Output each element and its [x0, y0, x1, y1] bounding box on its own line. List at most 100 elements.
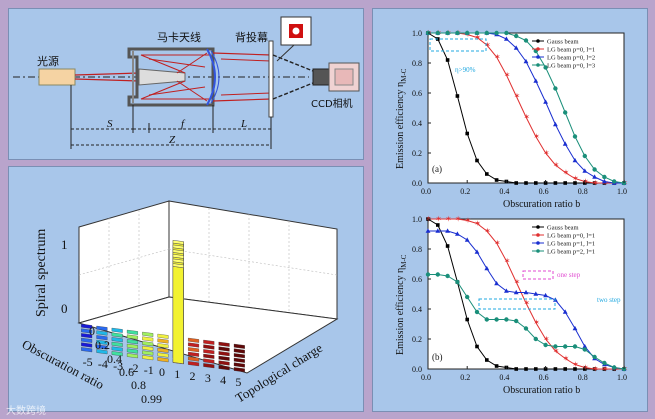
data-point: [602, 178, 607, 184]
y-tick-label: 0.4: [412, 119, 422, 128]
data-point: [524, 181, 528, 185]
x-tick-label: 0.6: [539, 373, 549, 382]
legend-marker: [536, 39, 540, 43]
y-tick-label: 0.4: [412, 305, 422, 314]
data-point: ✶: [533, 318, 540, 327]
threshold-box: [429, 38, 487, 52]
data-point: [533, 336, 538, 342]
spectrum-tile: [96, 349, 108, 355]
data-point: [445, 273, 450, 279]
spectrum-tile: [157, 333, 169, 339]
spectrum-tile: [218, 351, 230, 357]
y-tick-label: 0.0: [412, 365, 422, 374]
data-point: ✶: [543, 335, 550, 344]
data-point: [572, 157, 578, 163]
y-tick-label: 0.8: [412, 59, 422, 68]
projection-screen: [268, 40, 274, 118]
data-point: [562, 309, 568, 314]
camera-label: CCD相机: [311, 97, 353, 110]
spectrum-tile: [111, 332, 123, 338]
spectrum-tile: [96, 339, 108, 345]
spectrum-bar-top: [172, 258, 184, 264]
legend-entry: LG beam p=0, l=2: [547, 55, 595, 62]
dim-l: L: [240, 118, 247, 130]
spectrum-tile: [96, 325, 108, 331]
y-tick-label: 0.8: [412, 245, 422, 254]
light-source: [38, 68, 76, 86]
charge-tick: 4: [220, 373, 226, 387]
x-axis-label: Obscuration ratio b: [503, 199, 580, 210]
data-point: ✶: [484, 41, 491, 50]
spectrum-tile: [111, 351, 123, 357]
data-point: [573, 181, 577, 185]
charge-tick: 0: [159, 365, 165, 379]
spectrum-tile: [218, 346, 230, 352]
spectrum-tile: [111, 327, 123, 333]
data-point: [612, 179, 617, 184]
data-point: [572, 344, 578, 349]
data-point: [494, 280, 499, 286]
spectrum-tile: [218, 341, 230, 347]
spectrum-tile: [157, 338, 169, 344]
ratio-tick: 0.8: [131, 378, 146, 392]
data-point: [485, 172, 489, 176]
data-point: [484, 317, 489, 322]
data-point: ✶: [445, 215, 452, 224]
data-point: [582, 343, 588, 349]
spectrum-tile: [188, 351, 200, 357]
spectrum-tile: [218, 360, 230, 366]
legend-entry: Gauss beam: [547, 39, 579, 46]
z-tick-0: 0: [61, 301, 68, 316]
charge-tick: 2: [190, 369, 196, 383]
data-point: [563, 367, 567, 371]
charge-tick: 5: [235, 375, 241, 389]
spectrum-tile: [96, 335, 108, 341]
z-axis-label: Spiral spectrum: [34, 229, 49, 317]
data-point: [534, 367, 538, 371]
element-label: 马卡天线: [157, 30, 201, 44]
data-point: [523, 38, 529, 43]
spiral-spectrum-panel: Spiral spectrum 0 1 Obscuration ratio To…: [8, 166, 364, 412]
data-point: [543, 65, 548, 70]
data-point: [455, 279, 460, 285]
data-point: [445, 228, 450, 233]
panel-label: (a): [432, 164, 442, 174]
data-point: ✶: [484, 227, 491, 236]
reflected-rays: [140, 52, 209, 102]
data-point: [465, 131, 469, 136]
data-point: [504, 288, 509, 293]
data-point: [445, 30, 450, 36]
z-tick-1: 1: [61, 237, 68, 252]
data-point: [455, 30, 460, 36]
data-point: [553, 121, 558, 127]
data-point: [465, 30, 470, 36]
data-point: ✶: [563, 168, 570, 177]
data-point: [425, 228, 431, 233]
spectrum-tile: [157, 357, 169, 363]
data-point: [494, 317, 499, 322]
spectrum-tile: [233, 343, 245, 349]
data-point: [582, 153, 587, 159]
data-point: ✶: [582, 177, 589, 186]
data-point: [474, 249, 480, 254]
charge-tick: 1: [174, 367, 180, 381]
data-point: ✶: [474, 219, 481, 228]
spectrum-tile: [126, 334, 138, 340]
y-tick-label: 0.6: [412, 275, 422, 284]
data-point: ✶: [543, 149, 550, 158]
x-tick-label: 0.4: [499, 373, 509, 382]
spectrum-tile: [142, 345, 154, 351]
y-tick-label: 0.0: [412, 179, 422, 188]
spectrum-tile: [142, 336, 154, 342]
spectrum-tile: [142, 331, 154, 337]
spectrum-bar-top: [172, 253, 184, 259]
x-tick-label: 0.2: [460, 187, 470, 196]
data-point: [582, 347, 587, 352]
legend-entry: LG beam p=0, l=1: [547, 47, 595, 54]
data-point: ✶: [572, 174, 579, 183]
data-point: [612, 365, 617, 370]
data-point: ✶: [455, 215, 462, 224]
efficiency-chart-b: (b) Obscuration ratio b Emission efficie…: [395, 215, 628, 396]
spectrum-tile: [126, 343, 138, 349]
dim-s: S: [107, 118, 113, 130]
